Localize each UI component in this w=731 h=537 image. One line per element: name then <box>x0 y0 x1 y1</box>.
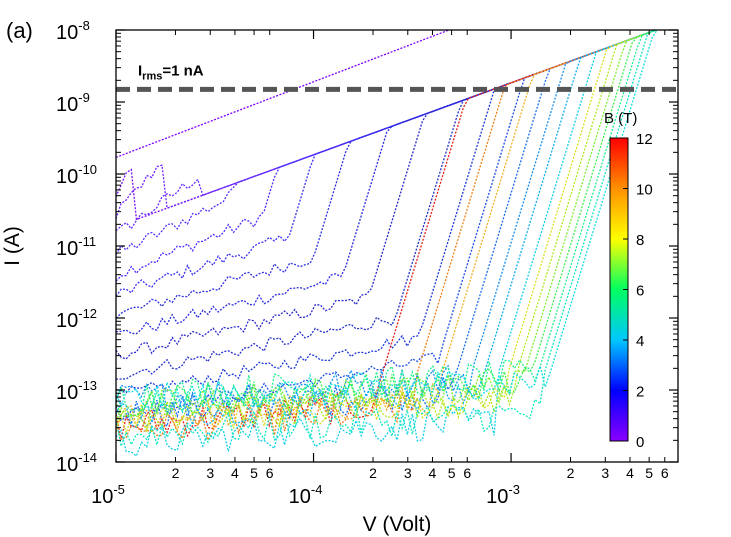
y-major-tick-label: 10-10 <box>56 162 97 188</box>
series-line <box>116 30 658 436</box>
colorbar-title: B (T) <box>604 110 637 127</box>
x-major-tick-label: 10-5 <box>91 482 125 508</box>
threshold-label-sub: rms <box>142 70 162 82</box>
series-line <box>116 30 658 449</box>
series-line <box>116 30 658 429</box>
y-tick-exp: -10 <box>78 162 97 177</box>
colorbar-tick-label: 0 <box>636 434 644 451</box>
y-tick-base: 10 <box>56 22 78 44</box>
colorbar-ticks: 0 2 4 6 8 10 12 <box>623 131 653 451</box>
x-major-tick-label: 10-4 <box>289 482 323 508</box>
colorbar-tick-label: 2 <box>636 384 644 401</box>
y-axis-label: I (A) <box>1 226 24 266</box>
x-minor-tick-label: 3 <box>404 465 412 481</box>
series-line <box>116 30 658 423</box>
x-tick-base: 10 <box>289 486 311 508</box>
y-tick-exp: -12 <box>78 306 97 321</box>
x-tick-base: 10 <box>486 486 508 508</box>
x-minor-tick-label: 4 <box>429 465 437 481</box>
colorbar-tick-label: 4 <box>636 333 644 350</box>
series-layer <box>116 30 658 458</box>
y-tick-base: 10 <box>56 382 78 404</box>
x-minor-tick-label: 3 <box>206 465 214 481</box>
x-minor-tick-label: 2 <box>567 465 575 481</box>
y-tick-exp: -13 <box>78 378 97 393</box>
x-tick-exp: -5 <box>113 482 125 497</box>
y-tick-base: 10 <box>56 310 78 332</box>
y-tick-base: 10 <box>56 454 78 476</box>
series-line <box>116 30 658 380</box>
y-major-tick-label: 10-9 <box>56 90 90 116</box>
panel-label: (a) <box>6 18 33 43</box>
y-major-tick-label: 10-13 <box>56 378 97 404</box>
x-tick-exp: -3 <box>508 482 520 497</box>
x-minor-tick-label: 5 <box>645 465 653 481</box>
plot-frame <box>115 29 679 463</box>
axis-layer: 10-5 10-4 10-32 3 4 5 6 2 3 4 5 6 2 3 4 5 610-810-910-10… <box>56 18 678 508</box>
series-line <box>116 30 658 440</box>
x-tick-base: 10 <box>91 486 113 508</box>
series-line <box>116 30 658 434</box>
x-minor-tick-label: 2 <box>172 465 180 481</box>
series-line <box>116 30 658 414</box>
y-tick-base: 10 <box>56 238 78 260</box>
y-tick-base: 10 <box>56 166 78 188</box>
series-line <box>116 30 658 319</box>
y-major-tick-label: 10-12 <box>56 306 97 332</box>
y-tick-base: 10 <box>56 94 78 116</box>
series-line <box>116 30 658 434</box>
x-major-tick-label: 10-3 <box>486 482 520 508</box>
x-tick-exp: -4 <box>311 482 323 497</box>
y-tick-exp: -8 <box>78 18 90 33</box>
series-line <box>116 30 658 443</box>
y-tick-exp: -9 <box>78 90 90 105</box>
threshold-label-rest: =1 nA <box>162 62 203 79</box>
series-line <box>116 30 658 422</box>
x-minor-tick-label: 4 <box>231 465 239 481</box>
y-major-tick-label: 10-11 <box>56 234 96 260</box>
colorbar-tick-label: 6 <box>636 283 644 300</box>
series-line <box>116 30 658 413</box>
threshold-label: Irms=1 nA <box>138 62 204 82</box>
x-minor-tick-label: 6 <box>661 465 669 481</box>
x-minor-tick-label: 5 <box>448 465 456 481</box>
x-axis-label: V (Volt) <box>363 513 432 536</box>
y-major-tick-label: 10-8 <box>56 18 90 44</box>
series-line <box>116 30 658 418</box>
x-minor-tick-label: 4 <box>626 465 634 481</box>
x-minor-tick-label: 2 <box>369 465 377 481</box>
colorbar: B (T) 0 2 4 6 8 10 12 <box>604 110 653 451</box>
y-tick-exp: -11 <box>78 234 96 249</box>
threshold-label-main: I <box>138 62 142 79</box>
series-line <box>116 30 658 255</box>
threshold-layer: Irms=1 nA <box>116 62 678 92</box>
x-minor-tick-label: 5 <box>250 465 258 481</box>
series-line <box>116 30 658 411</box>
x-minor-tick-label: 6 <box>266 465 274 481</box>
y-tick-exp: -14 <box>78 450 97 465</box>
colorbar-tick-label: 12 <box>636 131 653 148</box>
x-minor-tick-label: 6 <box>463 465 471 481</box>
y-major-tick-label: 10-14 <box>56 450 97 476</box>
colorbar-tick-label: 10 <box>636 182 653 199</box>
x-minor-tick-label: 3 <box>601 465 609 481</box>
colorbar-tick-label: 8 <box>636 232 644 249</box>
